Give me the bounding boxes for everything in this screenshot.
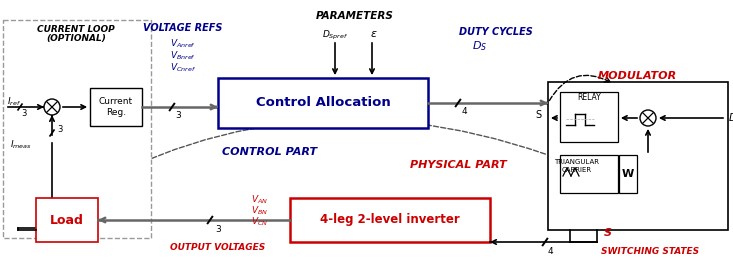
Text: 3: 3 [57, 126, 63, 134]
Text: OUTPUT VOLTAGES: OUTPUT VOLTAGES [170, 244, 265, 252]
Text: $D_s$: $D_s$ [728, 111, 733, 125]
Text: $V_{Anref}$: $V_{Anref}$ [170, 38, 196, 50]
Text: S: S [536, 110, 542, 120]
Circle shape [640, 110, 656, 126]
Bar [619, 155, 637, 193]
Text: CURRENT LOOP: CURRENT LOOP [37, 25, 115, 35]
Text: Current
Reg.: Current Reg. [99, 97, 133, 117]
Bar [218, 78, 428, 128]
Text: 4: 4 [461, 107, 467, 116]
Text: Control Allocation: Control Allocation [256, 96, 391, 110]
Text: $V_{CN}$: $V_{CN}$ [251, 216, 268, 228]
Text: MODULATOR: MODULATOR [597, 71, 677, 81]
Text: RELAY: RELAY [577, 93, 601, 102]
Text: S: S [604, 228, 612, 238]
Text: $V_{AN}$: $V_{AN}$ [251, 194, 268, 206]
Bar [548, 82, 728, 230]
Text: VOLTAGE REFS: VOLTAGE REFS [144, 23, 223, 33]
Text: 3: 3 [215, 224, 221, 234]
Text: SWITCHING STATES: SWITCHING STATES [601, 247, 699, 255]
Text: $V_{Cnref}$: $V_{Cnref}$ [170, 62, 196, 74]
Text: 4-leg 2-level inverter: 4-leg 2-level inverter [320, 214, 460, 227]
Text: $I_{ref}$: $I_{ref}$ [7, 96, 21, 108]
Text: (OPTIONAL): (OPTIONAL) [46, 33, 106, 42]
Text: $V_{BN}$: $V_{BN}$ [251, 205, 268, 217]
Bar [3, 20, 151, 238]
Text: CONTROL PART: CONTROL PART [222, 147, 317, 157]
Text: $D_{Spref}$: $D_{Spref}$ [322, 28, 348, 42]
Text: CARRIER: CARRIER [562, 167, 592, 173]
Bar [36, 198, 98, 242]
Text: 3: 3 [175, 112, 181, 120]
Text: $\varepsilon$: $\varepsilon$ [370, 29, 377, 39]
Text: 3: 3 [21, 110, 26, 119]
Text: DUTY CYCLES: DUTY CYCLES [459, 27, 533, 37]
Bar [90, 88, 142, 126]
Bar [560, 92, 618, 142]
Text: PHYSICAL PART: PHYSICAL PART [410, 160, 507, 170]
Bar [560, 155, 618, 193]
Text: $D_S$: $D_S$ [472, 39, 487, 53]
Text: W: W [622, 169, 634, 179]
Text: TRIANGULAR: TRIANGULAR [554, 159, 600, 165]
Text: $I_{meas}$: $I_{meas}$ [10, 139, 32, 151]
Text: Load: Load [50, 214, 84, 227]
Text: $V_{Bnref}$: $V_{Bnref}$ [170, 50, 196, 62]
Bar [290, 198, 490, 242]
Circle shape [44, 99, 60, 115]
Text: 4: 4 [548, 247, 553, 255]
Text: PARAMETERS: PARAMETERS [316, 11, 394, 21]
